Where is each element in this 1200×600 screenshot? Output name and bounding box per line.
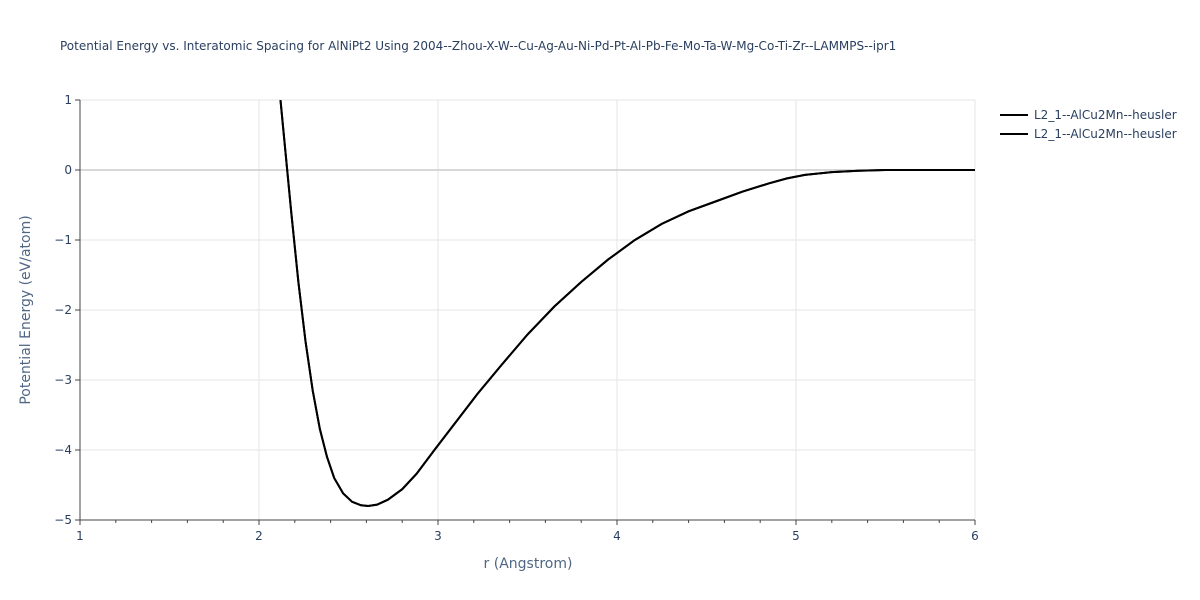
x-tick-label: 5 [792, 529, 800, 543]
legend[interactable]: L2_1--AlCu2Mn--heusler L2_1--AlCu2Mn--heu… [1000, 108, 1177, 141]
x-tick-label: 6 [971, 529, 979, 543]
series-layer [279, 100, 975, 508]
grid-layer [80, 99, 976, 520]
y-tick-label: 0 [64, 163, 72, 177]
y-tick-label: −4 [54, 443, 72, 457]
x-tick-label: 2 [255, 529, 263, 543]
axis-layer: 1 2 3 4 5 6 1 0 −1 −2 −3 −4 −5 [54, 93, 979, 543]
x-tick-label: 1 [76, 529, 84, 543]
y-axis-title: Potential Energy (eV/atom) [18, 215, 34, 404]
legend-item-2[interactable]: L2_1--AlCu2Mn--heusler [1000, 127, 1177, 141]
legend-label: L2_1--AlCu2Mn--heusler [1034, 127, 1177, 141]
legend-label: L2_1--AlCu2Mn--heusler [1034, 108, 1177, 122]
y-tick-label: −3 [54, 373, 72, 387]
series-line-1 [279, 100, 975, 508]
x-tick-label: 4 [613, 529, 621, 543]
x-tick-label: 3 [434, 529, 442, 543]
y-tick-label: 1 [64, 93, 72, 107]
y-tick-label: −5 [54, 513, 72, 527]
y-tick-label: −1 [54, 233, 72, 247]
y-tick-label: −2 [54, 303, 72, 317]
x-axis-title: r (Angstrom) [484, 556, 573, 572]
chart-title: Potential Energy vs. Interatomic Spacing… [60, 39, 896, 53]
series-line-2 [279, 100, 975, 508]
legend-item-1[interactable]: L2_1--AlCu2Mn--heusler [1000, 108, 1177, 122]
